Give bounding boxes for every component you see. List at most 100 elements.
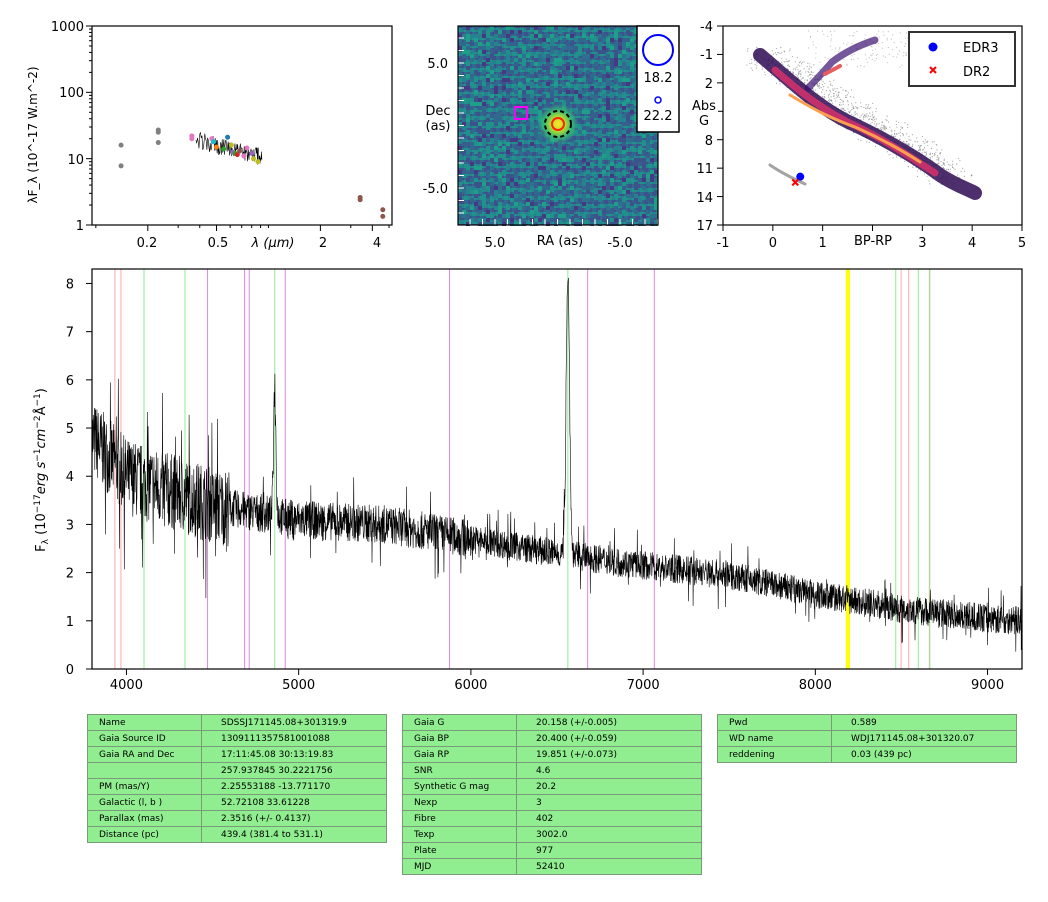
row-value: 2.3516 (+/- 0.4137) [202,811,387,827]
sed-point [214,144,219,149]
img-ylabel-dec: Dec [425,104,450,119]
table-row: Gaia RP 19.851 (+/-0.073) [403,747,702,763]
row-value: 977 [517,843,702,859]
hr-xtick: 5 [1018,236,1026,251]
legend-dr2: DR2 [963,65,990,80]
sed-point [380,214,385,219]
hr-xtick: 1 [819,236,827,251]
hr-ytick-m4: -4 [700,20,713,35]
table-row: SNR 4.6 [403,763,702,779]
img-xtick-m5: -5.0 [607,236,632,251]
spectrum-ytick: 5 [66,422,74,437]
row-key: WD name [718,731,832,747]
img-ylabel: Dec (as) [425,104,450,134]
hr-xtick: 4 [968,236,976,251]
spectrum-ytick: 2 [66,567,74,582]
row-value: WDJ171145.08+301320.07 [832,731,1017,747]
table-row: Distance (pc) 439.4 (381.4 to 531.1) [88,827,387,843]
row-key: Gaia RP [403,747,517,763]
row-value: 52410 [517,859,702,875]
sed-point [237,149,242,154]
hr-xlabel: BP-RP [854,234,892,249]
sed-point [255,159,260,164]
row-value: 0.589 [832,715,1017,731]
hr-ytick-14: 14 [696,191,713,206]
table-row: 257.937845 30.2221756 [88,763,387,779]
row-value: 20.2 [517,779,702,795]
hr-ytick-11: 11 [696,162,713,177]
sed-ytick-100: 100 [59,86,84,101]
info-table-photometry: Gaia G 20.158 (+/-0.005) Gaia BP 20.400 (+/… [402,714,702,875]
img-ytick-5: 5.0 [427,57,448,72]
sed-ytick-1000: 1000 [51,20,84,35]
spectrum-ytick: 6 [66,374,74,389]
sed-ylabel: λF_λ (10^-17 W.m^-2) [26,66,40,203]
row-key: reddening [718,747,832,763]
table-row: Gaia RA and Dec 17:11:45.08 30:13:19.83 [88,747,387,763]
row-key: MJD [403,859,517,875]
image-panel: 18.2 22.2 5.0 -5.0 5.0 -5.0 RA (as) Dec(… [400,0,700,260]
row-key: Fibre [403,811,517,827]
hr-ytick-m1: -1 [700,48,713,63]
sed-xtick-2: 2 [319,236,327,251]
sed-point [156,140,161,145]
sed-point [119,143,124,148]
info-table-wd: Pwd 0.589 WD name WDJ171145.08+301320.07 red… [717,714,1017,763]
sed-point [229,143,234,148]
row-value: 20.158 (+/-0.005) [517,715,702,731]
sed-ytick-1: 1 [76,219,84,234]
img-ytick-m5: -5.0 [423,182,448,197]
table-row: Fibre 402 [403,811,702,827]
sed-point [119,163,124,168]
row-value: 439.4 (381.4 to 531.1) [202,827,387,843]
hr-panel: EDR3 DR2 -4 -1 2 5 8 11 14 17 -1013452 B… [680,0,1048,260]
row-value: SDSSJ171145.08+301319.9 [202,715,387,731]
spectrum-flux [92,278,1022,652]
sed-point [189,136,194,141]
hr-ytick-8: 8 [705,134,713,149]
table-row: Plate 977 [403,843,702,859]
table-row: WD name WDJ171145.08+301320.07 [718,731,1017,747]
spectrum-xtick: 4000 [110,678,143,693]
info-table-object: Name SDSSJ171145.08+301319.9 Gaia Source I… [87,714,387,843]
row-key: Gaia BP [403,731,517,747]
hr-xtick: -1 [717,236,730,251]
sed-ytick-10: 10 [67,153,84,168]
table-row: Texp 3002.0 [403,827,702,843]
sed-point [225,135,230,140]
row-value: 0.03 (439 pc) [832,747,1017,763]
hr-xtick: 3 [918,236,926,251]
spectrum-xtick: 7000 [627,678,660,693]
spectrum-ytick: 7 [66,326,74,341]
row-value: 52.72108 33.61228 [202,795,387,811]
table-row: MJD 52410 [403,859,702,875]
table-row: Gaia Source ID 1309111357581001088 [88,731,387,747]
spectrum-xtick: 9000 [971,678,1004,693]
row-key: Nexp [403,795,517,811]
img-xtick-5: 5.0 [485,236,506,251]
sed-point [244,145,249,150]
row-key: Plate [403,843,517,859]
row-key: Gaia G [403,715,517,731]
spectrum-ytick: 1 [66,615,74,630]
row-key: PM (mas/Y) [88,779,202,795]
sed-xtick-0.5: 0.5 [208,236,229,251]
legend-edr3: EDR3 [963,41,999,56]
sed-point [211,139,216,144]
table-row: PM (mas/Y) 2.25553188 -13.771170 [88,779,387,795]
hr-ylabel-abs: Abs [692,99,716,114]
row-key: Parallax (mas) [88,811,202,827]
sed-panel: 1000 100 10 1 0.2 0.5 2 4 λ (μm) λF_λ (1… [0,0,400,260]
row-value: 1309111357581001088 [202,731,387,747]
spectrum-ytick: 3 [66,518,74,533]
row-value: 19.851 (+/-0.073) [517,747,702,763]
row-value: 17:11:45.08 30:13:19.83 [202,747,387,763]
table-row: Pwd 0.589 [718,715,1017,731]
sed-point [249,151,254,156]
spectrum-panel: 4000 5000 6000 7000 8000 9000 0 1 2 3 4 5 6 7 8 Fλ (10… [0,260,1048,700]
sed-point [221,146,226,151]
table-row: Galactic (l, b ) 52.72108 33.61228 [88,795,387,811]
sed-point [251,156,256,161]
row-key: Gaia Source ID [88,731,202,747]
sed-xtick-4: 4 [373,236,381,251]
